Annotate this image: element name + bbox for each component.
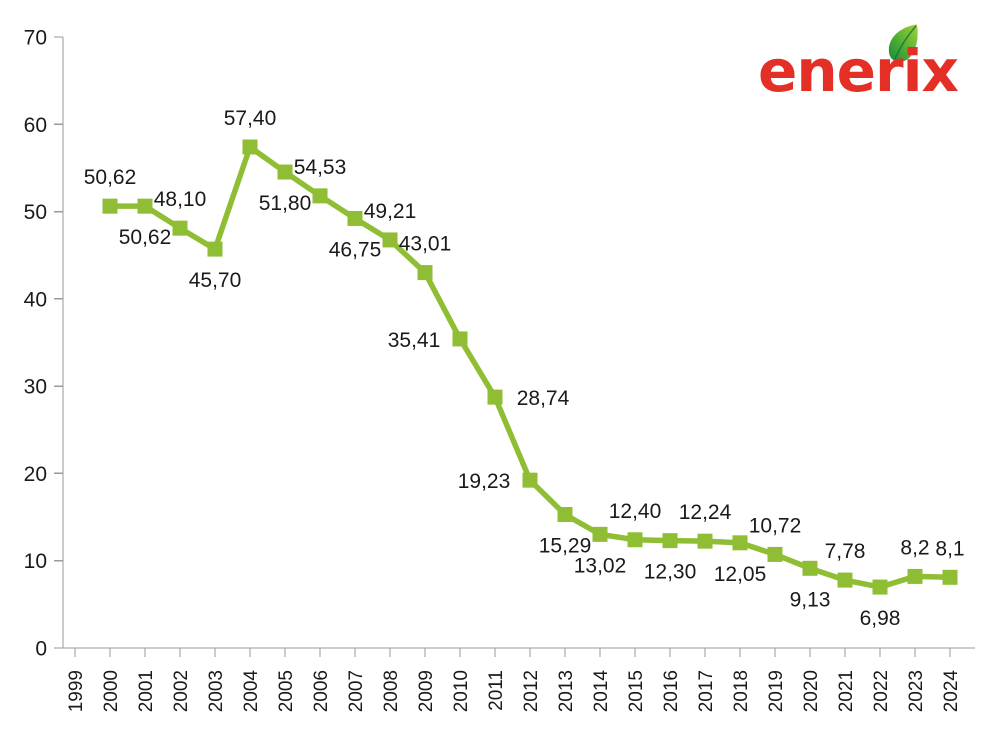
- x-tick-label: 2023: [906, 670, 927, 712]
- series-data-labels: 50,62 50,62 48,10 45,70 57,40 51,80 54,53 46,75…: [84, 107, 965, 630]
- data-point-marker: [767, 546, 783, 562]
- data-point-marker: [417, 265, 433, 281]
- data-point-label: 10,72: [749, 514, 802, 537]
- y-tick-label: 10: [24, 550, 47, 573]
- data-point-marker: [137, 198, 153, 214]
- y-tick-label: 60: [24, 114, 47, 137]
- leaf-icon: [888, 24, 918, 62]
- x-tick-label: 2007: [346, 670, 367, 712]
- data-point-label: 50,62: [84, 166, 137, 189]
- data-point-marker: [802, 560, 818, 576]
- data-point-label: 45,70: [189, 269, 242, 292]
- data-point-marker: [277, 164, 293, 180]
- data-point-label: 7,78: [825, 540, 866, 563]
- data-point-label: 43,01: [399, 233, 452, 256]
- data-point-marker: [487, 389, 503, 405]
- data-point-label: 49,21: [364, 200, 417, 223]
- data-point-label: 19,23: [458, 470, 511, 493]
- data-point-label: 9,13: [790, 588, 831, 611]
- x-tick-label: 2017: [696, 670, 717, 712]
- data-point-marker: [837, 572, 853, 588]
- data-point-marker: [312, 188, 328, 204]
- x-tick-label: 2004: [241, 670, 262, 713]
- data-point-label: 15,29: [539, 535, 592, 558]
- data-point-label: 46,75: [329, 238, 382, 261]
- data-point-marker: [522, 472, 538, 488]
- y-tick-label: 40: [24, 288, 47, 311]
- data-point-marker: [662, 533, 678, 549]
- y-tick-label: 20: [24, 463, 47, 486]
- data-point-marker: [872, 579, 888, 595]
- x-tick-label: 2012: [521, 670, 542, 712]
- y-tick-label: 0: [35, 638, 47, 661]
- data-point-label: 50,62: [119, 226, 172, 249]
- x-tick-label: 2005: [276, 670, 297, 712]
- x-axis-tick-labels: 1999 2000 2001 2002 2003 2004 2005 2006 2007 2008…: [66, 670, 962, 713]
- y-tick-label: 70: [24, 27, 47, 50]
- x-tick-label: 2020: [801, 670, 822, 712]
- x-tick-label: 2011: [486, 670, 507, 711]
- x-tick-label: 2014: [591, 670, 612, 713]
- data-point-marker: [942, 569, 958, 585]
- enerix-logo: enerix: [758, 22, 959, 100]
- data-point-label: 35,41: [388, 329, 441, 352]
- data-point-label: 57,40: [224, 107, 277, 130]
- data-point-label: 28,74: [517, 387, 570, 410]
- x-tick-label: 1999: [66, 670, 87, 712]
- data-point-label: 12,40: [609, 500, 662, 523]
- x-tick-label: 2009: [416, 670, 437, 712]
- y-axis-tick-labels: 0 10 20 30 40 50 60 70: [24, 27, 47, 661]
- x-tick-label: 2000: [101, 670, 122, 712]
- data-point-label: 8,2: [900, 536, 929, 559]
- data-point-marker: [557, 507, 573, 523]
- x-tick-label: 2019: [766, 670, 787, 712]
- data-point-label: 54,53: [294, 156, 347, 179]
- data-point-marker: [347, 210, 363, 226]
- x-tick-label: 2006: [311, 670, 332, 712]
- data-point-marker: [207, 241, 223, 257]
- data-point-marker: [382, 232, 398, 248]
- data-point-label: 12,30: [644, 561, 697, 584]
- data-point-label: 12,05: [714, 563, 767, 586]
- data-point-label: 12,24: [679, 501, 732, 524]
- data-point-marker: [907, 568, 923, 584]
- x-tick-label: 2002: [171, 670, 192, 712]
- x-tick-label: 2008: [381, 670, 402, 712]
- x-tick-label: 2016: [661, 670, 682, 712]
- data-point-marker: [592, 526, 608, 542]
- x-axis-ticks: [74, 648, 951, 657]
- data-point-marker: [242, 139, 258, 155]
- data-point-label: 13,02: [574, 554, 627, 577]
- data-point-marker: [102, 198, 118, 214]
- enerix-wordmark: enerix: [758, 37, 959, 105]
- data-point-label: 8,1: [935, 537, 964, 560]
- y-tick-label: 30: [24, 376, 47, 399]
- data-point-label: 51,80: [259, 192, 312, 215]
- y-tick-label: 50: [24, 201, 47, 224]
- data-point-label: 6,98: [860, 607, 901, 630]
- x-tick-label: 2013: [556, 670, 577, 712]
- x-tick-label: 2010: [451, 670, 472, 712]
- series-markers: [102, 139, 958, 595]
- y-axis-ticks: [54, 36, 63, 649]
- data-point-marker: [452, 331, 468, 347]
- x-tick-label: 2001: [136, 670, 157, 712]
- data-point-marker: [732, 535, 748, 551]
- x-tick-label: 2021: [836, 670, 857, 712]
- x-tick-label: 2003: [206, 670, 227, 712]
- data-point-label: 48,10: [154, 188, 207, 211]
- x-tick-label: 2018: [731, 670, 752, 712]
- data-point-marker: [627, 532, 643, 548]
- data-point-marker: [172, 220, 188, 236]
- x-tick-label: 2015: [626, 670, 647, 712]
- series-line-path: [110, 142, 951, 590]
- data-point-marker: [697, 533, 713, 549]
- x-tick-label: 2022: [871, 670, 892, 712]
- x-tick-label: 2024: [941, 670, 962, 713]
